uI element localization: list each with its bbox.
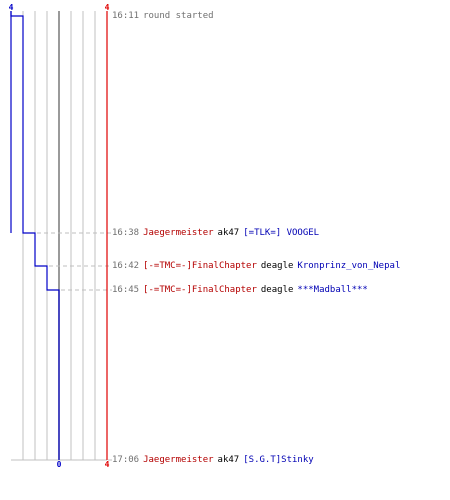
event-time: 16:42 bbox=[112, 261, 140, 271]
event-victim: [=TLK=] VOOGEL bbox=[243, 228, 320, 238]
left-axis-top-label: 4 bbox=[9, 3, 14, 12]
right-axis-bottom-label: 4 bbox=[105, 460, 110, 469]
event-weapon: deagle bbox=[260, 285, 294, 295]
event-time: 16:11 bbox=[112, 11, 140, 21]
event-row: 17:06 Jaegermeister ak47 [S.G.T]Stinky bbox=[112, 455, 318, 465]
blue-step-line bbox=[10, 11, 60, 460]
event-row: 16:42 [-=TMC=-]FinalChapter deagle Kronprin… bbox=[112, 261, 404, 271]
event-weapon: ak47 bbox=[217, 228, 240, 238]
event-victim: Kronprinz_von_Nepal bbox=[297, 261, 401, 271]
bottom-axis-label: 0 bbox=[57, 460, 62, 469]
event-time: 16:38 bbox=[112, 228, 140, 238]
event-weapon: deagle bbox=[260, 261, 294, 271]
blue-team-series bbox=[10, 11, 60, 460]
event-killer: [-=TMC=-]FinalChapter bbox=[143, 261, 257, 271]
event-row: 16:11 round started bbox=[112, 11, 218, 21]
chart-axes: 4 4 0 4 bbox=[9, 3, 110, 469]
event-row: 16:38 Jaegermeister ak47 [=TLK=] VOOGEL bbox=[112, 228, 323, 238]
event-note: round started bbox=[143, 11, 214, 21]
event-victim: ***Madball*** bbox=[297, 285, 368, 295]
event-victim: [S.G.T]Stinky bbox=[243, 455, 314, 465]
event-time: 16:45 bbox=[112, 285, 140, 295]
event-killer: Jaegermeister bbox=[143, 455, 214, 465]
event-killer: [-=TMC=-]FinalChapter bbox=[143, 285, 257, 295]
event-time: 17:06 bbox=[112, 455, 140, 465]
event-weapon: ak47 bbox=[217, 455, 240, 465]
event-killer: Jaegermeister bbox=[143, 228, 214, 238]
event-connectors bbox=[23, 232, 112, 461]
right-axis-top-label: 4 bbox=[105, 3, 110, 12]
event-row: 16:45 [-=TMC=-]FinalChapter deagle ***Madba… bbox=[112, 285, 372, 295]
